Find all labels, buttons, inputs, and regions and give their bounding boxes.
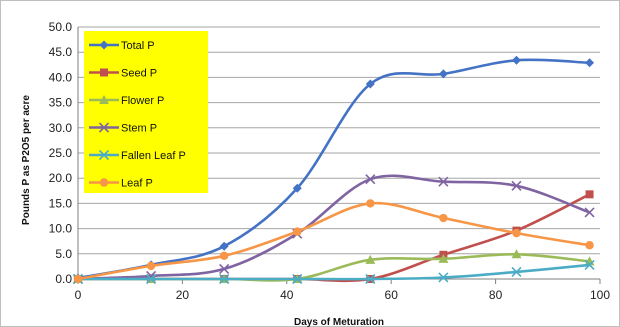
y-tick-label: 5.0 <box>55 247 72 261</box>
legend-marker <box>99 40 109 50</box>
data-point-stem-p <box>219 263 230 274</box>
x-tick-label: 100 <box>590 288 610 302</box>
legend-marker <box>98 122 110 133</box>
legend-item-leaf-p: Leaf P <box>89 178 153 190</box>
legend-item-flower-p: Flower P <box>89 95 164 107</box>
data-point-fallen-leaf-p <box>146 273 157 285</box>
data-point-leaf-p <box>512 228 521 238</box>
legend-label: Flower P <box>121 95 164 107</box>
legend-item-seed-p: Seed P <box>89 68 157 80</box>
legend-marker <box>99 178 109 187</box>
data-point-fallen-leaf-p <box>511 266 522 278</box>
legend-label: Leaf P <box>121 178 153 190</box>
series-total-p <box>73 55 595 283</box>
data-point-total-p <box>365 79 375 89</box>
data-point-stem-p <box>365 174 376 185</box>
data-point-seed-p <box>585 190 594 199</box>
x-tick-label: 40 <box>280 288 294 302</box>
legend-label: Fallen Leaf P <box>121 150 186 162</box>
x-tick-label: 20 <box>176 288 190 302</box>
x-tick-label: 80 <box>489 288 503 302</box>
legend-box <box>84 31 208 193</box>
series-fallen-leaf-p <box>72 259 595 285</box>
x-axis-title: Days of Meturation <box>294 317 384 327</box>
series-line-leaf-p <box>77 201 590 281</box>
legend-label: Seed P <box>121 68 157 80</box>
series-line-total-p <box>77 58 590 280</box>
data-point-fallen-leaf-p <box>365 273 376 285</box>
legend-marker <box>100 68 108 77</box>
data-point-fallen-leaf-p <box>438 272 449 283</box>
y-tick-label: 35.0 <box>49 96 73 110</box>
data-point-total-p <box>438 69 448 79</box>
legend-label: Stem P <box>121 123 157 135</box>
data-point-stem-p <box>511 180 522 191</box>
series-leaf-p <box>73 199 594 284</box>
legend-marker <box>99 95 109 104</box>
axes: 0.0 5.0 10.0 15.0 20.0 25.0 30.0 35.0 40.0 45.0 50… <box>49 20 611 302</box>
data-point-stem-p <box>438 176 449 187</box>
series-layer <box>72 55 595 285</box>
data-point-flower-p <box>511 249 522 259</box>
legend-label: Total P <box>121 40 155 52</box>
data-point-leaf-p <box>219 251 229 261</box>
data-point-flower-p <box>438 253 449 263</box>
legend-item-stem-p: Stem P <box>89 122 157 135</box>
data-point-leaf-p <box>293 227 302 236</box>
legend-marker <box>98 149 110 161</box>
data-point-leaf-p <box>146 261 156 271</box>
x-tick-label: 60 <box>385 288 399 302</box>
data-point-fallen-leaf-p <box>219 273 230 285</box>
data-point-leaf-p <box>366 199 375 208</box>
y-axis-title: Pounds P as P2O5 per acre <box>21 95 32 225</box>
y-tick-label: 50.0 <box>49 20 73 34</box>
legend-item-total-p: Total P <box>89 40 155 52</box>
data-point-leaf-p <box>585 241 594 250</box>
legend-item-fallen-leaf-p: Fallen Leaf P <box>89 149 186 162</box>
data-point-fallen-leaf-p <box>584 259 595 270</box>
series-line-stem-p <box>77 174 591 281</box>
legend: Total P Seed P Flower P Stem P Fallen Leaf P… <box>84 31 208 193</box>
data-point-fallen-leaf-p <box>292 273 303 285</box>
y-tick-label: 0.0 <box>55 272 72 286</box>
y-tick-label: 20.0 <box>49 171 73 185</box>
series-line-fallen-leaf-p <box>78 263 590 281</box>
y-tick-label: 30.0 <box>49 121 73 135</box>
y-tick-label: 15.0 <box>49 196 73 210</box>
y-tick-label: 40.0 <box>49 70 73 84</box>
x-tick-label: 0 <box>75 288 82 302</box>
data-point-total-p <box>219 241 229 251</box>
y-tick-label: 25.0 <box>49 146 73 160</box>
data-point-total-p <box>292 183 302 193</box>
data-point-total-p <box>585 58 595 68</box>
data-point-stem-p <box>584 207 595 218</box>
y-tick-label: 45.0 <box>49 45 73 59</box>
data-point-leaf-p <box>73 274 83 284</box>
data-point-flower-p <box>365 254 376 264</box>
data-point-leaf-p <box>439 213 448 223</box>
data-point-total-p <box>511 55 521 65</box>
y-tick-label: 10.0 <box>49 222 73 236</box>
